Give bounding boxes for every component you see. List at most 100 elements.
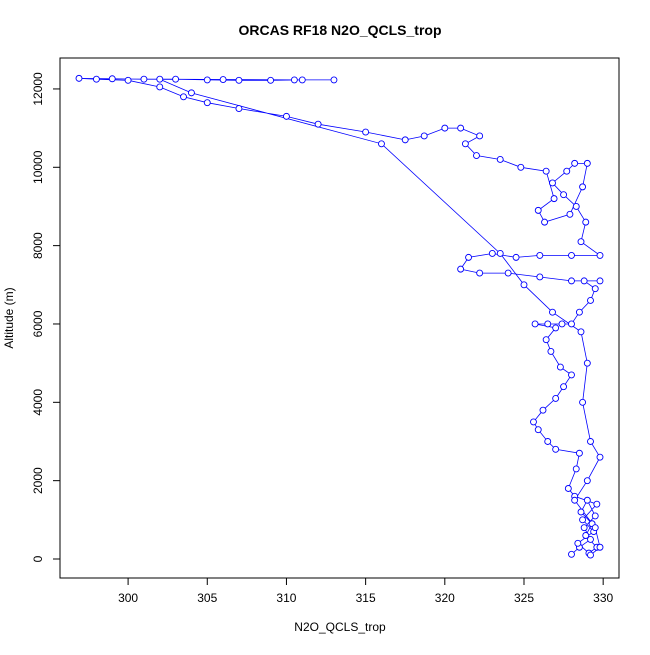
- data-point: [298, 76, 306, 84]
- x-axis-label: N2O_QCLS_trop: [294, 620, 386, 634]
- data-point: [378, 140, 385, 148]
- data-point: [560, 383, 568, 391]
- data-point: [549, 308, 556, 316]
- x-tick-label: 315: [356, 591, 376, 605]
- data-point: [579, 516, 587, 524]
- y-axis-label: Altitude (m): [2, 287, 16, 348]
- data-point: [476, 269, 484, 277]
- data-point: [577, 328, 585, 336]
- data-point: [420, 132, 428, 140]
- data-point: [531, 320, 539, 328]
- data-point: [517, 163, 525, 171]
- data-point: [290, 76, 298, 84]
- data-point: [572, 203, 580, 210]
- data-line: [78, 78, 602, 556]
- data-point: [591, 512, 599, 520]
- y-tick-label: 4000: [31, 389, 45, 416]
- data-point: [362, 128, 370, 136]
- data-point: [457, 265, 465, 273]
- data-point: [536, 273, 544, 281]
- data-point: [542, 167, 550, 175]
- data-point: [563, 167, 571, 175]
- data-point: [596, 543, 604, 551]
- y-tick-label: 12000: [31, 72, 45, 106]
- data-point: [534, 206, 542, 214]
- data-point: [596, 251, 604, 259]
- data-point: [575, 449, 583, 457]
- data-point: [579, 183, 587, 191]
- y-tick-label: 0: [31, 555, 45, 562]
- data-point: [552, 445, 560, 453]
- data-point: [108, 75, 116, 83]
- data-point: [541, 218, 549, 226]
- data-point: [568, 320, 575, 328]
- chart-title: ORCAS RF18 N2O_QCLS_trop: [238, 22, 441, 38]
- data-point: [549, 179, 556, 187]
- data-point: [580, 524, 588, 532]
- data-point: [536, 251, 544, 259]
- data-point: [587, 297, 594, 304]
- data-point: [583, 359, 591, 367]
- data-point: [401, 136, 409, 144]
- data-point: [574, 539, 582, 547]
- data-point: [568, 550, 575, 558]
- data-point: [552, 324, 560, 332]
- data-point: [568, 251, 575, 259]
- y-tick-label: 10000: [31, 150, 45, 184]
- data-point: [457, 124, 465, 132]
- data-point: [568, 277, 575, 285]
- data-point: [575, 308, 583, 316]
- data-point: [582, 218, 590, 226]
- x-tick-label: 325: [514, 591, 534, 605]
- data-point: [571, 159, 579, 167]
- data-point: [530, 418, 537, 426]
- data-point: [542, 336, 550, 344]
- x-tick-label: 320: [435, 591, 455, 605]
- data-point: [219, 76, 227, 83]
- data-point: [441, 124, 449, 132]
- plot-frame: [59, 57, 620, 579]
- data-point: [187, 89, 195, 97]
- data-point: [235, 76, 243, 84]
- data-point: [520, 281, 528, 289]
- data-point: [461, 140, 469, 148]
- data-point: [558, 320, 566, 328]
- data-point: [512, 253, 520, 261]
- data-point: [580, 277, 588, 285]
- y-tick-label: 2000: [31, 467, 45, 494]
- data-point: [172, 75, 180, 83]
- data-point: [504, 269, 512, 277]
- data-point: [582, 532, 590, 539]
- data-point: [465, 253, 473, 261]
- data-point: [593, 500, 601, 508]
- data-point: [596, 277, 604, 285]
- data-point: [75, 74, 83, 82]
- data-point: [556, 363, 564, 371]
- data-point: [583, 496, 591, 504]
- data-point: [124, 76, 132, 84]
- data-point: [577, 508, 585, 516]
- data-point: [577, 238, 585, 246]
- data-point: [587, 535, 594, 543]
- data-point: [203, 99, 211, 107]
- data-point: [596, 453, 604, 461]
- data-point: [156, 83, 164, 91]
- data-point: [552, 394, 560, 402]
- data-point: [572, 465, 580, 473]
- data-point: [591, 285, 599, 293]
- y-tick-label: 6000: [31, 310, 45, 337]
- x-tick-label: 305: [197, 591, 217, 605]
- x-tick-label: 300: [118, 591, 138, 605]
- data-point: [560, 191, 568, 199]
- data-point: [476, 132, 484, 140]
- data-point: [180, 93, 187, 101]
- data-point: [583, 477, 591, 485]
- data-point: [156, 75, 164, 83]
- data-point: [496, 250, 504, 257]
- data-point: [283, 112, 290, 120]
- data-point: [534, 426, 542, 434]
- data-point: [544, 438, 552, 445]
- data-point: [473, 152, 480, 159]
- data-point: [587, 438, 594, 445]
